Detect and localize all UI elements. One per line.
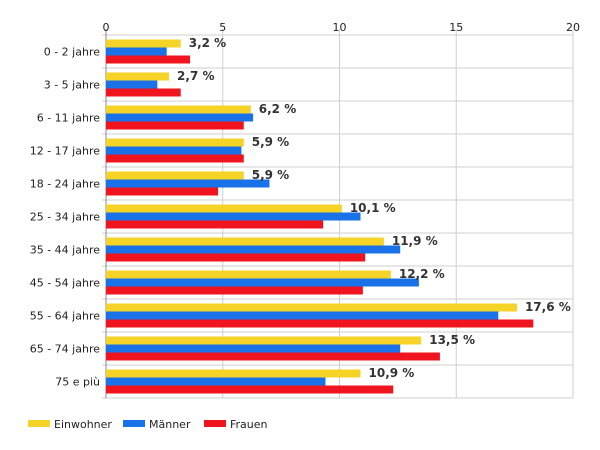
data-label: 5,9 %	[252, 135, 289, 149]
category-label: 35 - 44 jahre	[30, 244, 101, 257]
bar-männer	[106, 344, 401, 353]
bar-einwohner	[106, 204, 342, 213]
category-label: 65 - 74 jahre	[30, 343, 101, 356]
bar-männer	[106, 212, 361, 221]
legend-swatch-frauen	[204, 420, 226, 427]
data-labels: 3,2 % 2,7 % 6,2 % 5,9 % 5,9 % 10,1 % 11,9 % 12,…	[177, 36, 571, 380]
x-tick-label: 0	[103, 21, 110, 34]
legend-swatch-männer	[123, 420, 145, 427]
category-label: 25 - 34 jahre	[30, 211, 101, 224]
legend: Einwohner Männer Frauen	[28, 418, 268, 431]
bar-männer	[106, 47, 167, 56]
bar-frauen	[106, 187, 219, 196]
bar-frauen	[106, 385, 394, 394]
category-label: 18 - 24 jahre	[30, 178, 101, 191]
bar-einwohner	[106, 336, 422, 345]
category-label: 12 - 17 jahre	[30, 145, 101, 158]
legend-label: Einwohner	[54, 418, 112, 431]
bar-einwohner	[106, 237, 384, 246]
data-label: 5,9 %	[252, 168, 289, 182]
data-label: 6,2 %	[259, 102, 296, 116]
bar-einwohner	[106, 171, 244, 180]
data-label: 13,5 %	[429, 333, 475, 347]
bar-einwohner	[106, 138, 244, 147]
bar-männer	[106, 278, 419, 287]
x-tick-label: 15	[449, 21, 463, 34]
bar-einwohner	[106, 39, 181, 48]
x-tick-label: 10	[333, 21, 347, 34]
data-label: 11,9 %	[392, 234, 438, 248]
bar-frauen	[106, 286, 363, 295]
category-label: 3 - 5 jahre	[44, 79, 101, 92]
data-label: 12,2 %	[399, 267, 445, 281]
bar-männer	[106, 146, 242, 155]
bar-frauen	[106, 121, 244, 130]
category-label: 6 - 11 jahre	[37, 112, 101, 125]
x-tick-label: 5	[219, 21, 226, 34]
category-label: 75 e più	[55, 376, 100, 389]
bar-frauen	[106, 220, 324, 229]
x-axis-ticks: 0 5 10 15 20	[103, 21, 581, 34]
legend-label: Frauen	[230, 418, 268, 431]
bar-frauen	[106, 352, 440, 361]
bar-frauen	[106, 319, 534, 328]
bar-männer	[106, 311, 499, 320]
bar-männer	[106, 80, 158, 89]
bar-frauen	[106, 88, 181, 97]
data-label: 10,1 %	[350, 201, 396, 215]
category-labels: 0 - 2 jahre 3 - 5 jahre 6 - 11 jahre 12 - 1…	[30, 46, 101, 389]
bar-frauen	[106, 154, 244, 163]
bar-männer	[106, 113, 254, 122]
legend-swatch-einwohner	[28, 420, 50, 427]
bar-frauen	[106, 55, 191, 64]
bar-frauen	[106, 253, 366, 262]
bar-männer	[106, 179, 270, 188]
bar-einwohner	[106, 72, 170, 81]
category-label: 55 - 64 jahre	[30, 310, 101, 323]
legend-label: Männer	[149, 418, 191, 431]
bar-einwohner	[106, 270, 391, 279]
bar-einwohner	[106, 303, 517, 312]
data-label: 10,9 %	[369, 366, 415, 380]
category-label: 45 - 54 jahre	[30, 277, 101, 290]
category-label: 0 - 2 jahre	[44, 46, 101, 59]
data-label: 17,6 %	[525, 300, 571, 314]
bar-männer	[106, 377, 326, 386]
bar-einwohner	[106, 105, 251, 114]
bar-einwohner	[106, 369, 361, 378]
x-tick-label: 20	[566, 21, 580, 34]
bars	[106, 39, 534, 394]
data-label: 2,7 %	[177, 69, 214, 83]
data-label: 3,2 %	[189, 36, 226, 50]
bar-männer	[106, 245, 401, 254]
